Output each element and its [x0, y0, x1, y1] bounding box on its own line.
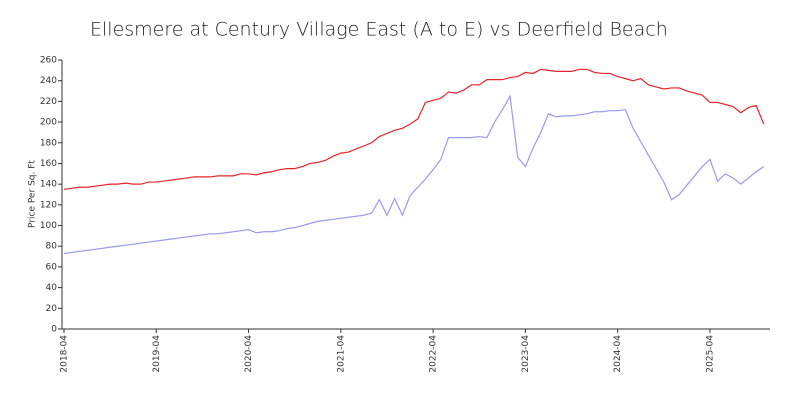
x-tick-label: 2020-04	[244, 335, 254, 373]
x-tick-label: 2024-04	[613, 335, 623, 373]
series-line	[63, 68, 765, 190]
y-tick-label: 180	[40, 138, 57, 148]
y-tick-label: 0	[51, 325, 57, 335]
y-tick-label: 200	[40, 118, 57, 128]
chart-title: Ellesmere at Century Village East (A to …	[90, 19, 668, 41]
y-tick-label: 80	[46, 242, 58, 252]
y-axis-label: Price Per Sq. Ft	[28, 160, 38, 228]
y-tick-label: 240	[40, 76, 57, 86]
x-tick-label: 2021-04	[336, 335, 346, 373]
y-tick-label: 140	[40, 180, 57, 190]
x-tick-label: 2022-04	[429, 335, 439, 373]
y-tick-label: 60	[46, 262, 58, 272]
series-line	[63, 94, 765, 255]
y-tick-label: 120	[40, 200, 57, 210]
y-tick-label: 20	[46, 304, 58, 314]
y-tick-label: 260	[40, 56, 57, 66]
y-tick-label: 220	[40, 97, 57, 107]
x-tick-label: 2019-04	[152, 335, 162, 373]
x-tick-label: 2018-04	[60, 335, 70, 373]
y-tick-label: 100	[40, 221, 57, 231]
y-tick-label: 160	[40, 159, 57, 169]
x-tick-label: 2025-04	[705, 335, 715, 373]
y-tick-label: 40	[46, 283, 58, 293]
x-tick-label: 2023-04	[521, 335, 531, 373]
